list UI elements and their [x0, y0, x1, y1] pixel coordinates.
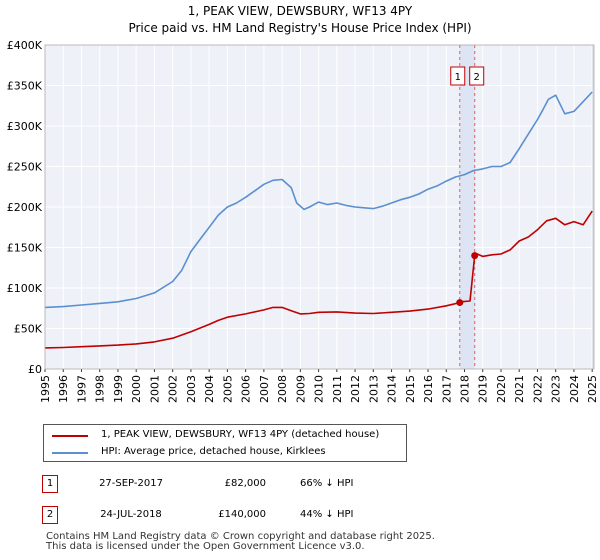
transaction-hpi-diff: 66% ↓ HPI — [300, 478, 354, 489]
x-tick-label: 2007 — [258, 375, 271, 403]
legend-swatch-property — [52, 435, 88, 437]
x-tick-label: 2025 — [586, 375, 599, 403]
x-tick-label: 1995 — [39, 375, 52, 403]
x-tick-label: 2018 — [459, 375, 472, 403]
y-tick-label: £200K — [7, 201, 43, 214]
x-tick-label: 2021 — [513, 375, 526, 403]
hpi-line — [44, 91, 593, 309]
transaction-hpi-diff: 44% ↓ HPI — [300, 509, 354, 520]
sale-marker-badge — [450, 66, 466, 86]
transaction-price: £82,000 — [224, 478, 266, 489]
chart-title: 1, PEAK VIEW, DEWSBURY, WF13 4PY — [187, 4, 413, 18]
x-tick-label: 2022 — [531, 375, 544, 403]
property-price-line — [44, 210, 593, 349]
y-tick-label: £100K — [7, 282, 43, 295]
transaction-row: 2 24-JUL-2018 £140,000 44% ↓ HPI — [0, 506, 600, 524]
x-tick-label: 2004 — [203, 375, 216, 403]
footer: Contains HM Land Registry data © Crown c… — [46, 532, 435, 552]
x-tick-label: 2003 — [185, 375, 198, 403]
transaction-date: 24-JUL-2018 — [100, 509, 162, 520]
x-tick-label: 2005 — [221, 375, 234, 403]
y-tick-label: £0 — [28, 363, 42, 376]
price-chart: £0 £50K £100K £150K £200K £250K £300K £350K £400… — [7, 39, 599, 403]
x-tick-label: 1998 — [94, 375, 107, 403]
x-tick-label: 1999 — [112, 375, 125, 403]
x-tick-label: 2009 — [294, 375, 307, 403]
x-tick-label: 2008 — [276, 375, 289, 403]
x-tick-label: 2002 — [167, 375, 180, 403]
sale-marker-badge — [469, 66, 485, 86]
x-tick-label: 1997 — [75, 375, 88, 403]
x-tick-label: 2015 — [404, 375, 417, 403]
x-tick-label: 2011 — [331, 375, 344, 403]
x-tick-label: 1996 — [57, 375, 70, 403]
x-tick-label: 2019 — [477, 375, 490, 403]
footer-licence: This data is licensed under the Open Gov… — [46, 541, 365, 552]
legend-label-hpi: HPI: Average price, detached house, Kirk… — [101, 446, 326, 457]
chart-subtitle: Price paid vs. HM Land Registry's House … — [128, 21, 472, 35]
x-tick-label: 2012 — [349, 375, 362, 403]
y-tick-label: £50K — [14, 323, 43, 336]
chart-legend: 1, PEAK VIEW, DEWSBURY, WF13 4PY (detach… — [43, 424, 407, 462]
y-tick-label: £350K — [7, 80, 43, 93]
x-tick-label: 2000 — [130, 375, 143, 403]
y-tick-label: £300K — [7, 120, 43, 133]
transaction-badge: 2 — [42, 506, 58, 524]
transaction-date: 27-SEP-2017 — [99, 478, 163, 489]
x-tick-label: 2014 — [386, 375, 399, 403]
footer-copyright: Contains HM Land Registry data © Crown c… — [46, 531, 435, 542]
y-tick-label: £250K — [7, 161, 43, 174]
transaction-price: £140,000 — [218, 509, 266, 520]
legend-swatch-hpi — [52, 452, 88, 454]
sale-point — [471, 252, 479, 260]
legend-item-hpi: HPI: Average price, detached house, Kirk… — [44, 444, 406, 460]
x-tick-label: 2024 — [568, 375, 581, 403]
transaction-row: 1 27-SEP-2017 £82,000 66% ↓ HPI — [0, 475, 600, 493]
x-tick-label: 2001 — [148, 375, 161, 403]
sale-marker-badge-label: 1 — [455, 72, 461, 83]
sale-point — [456, 299, 464, 307]
x-tick-label: 2023 — [550, 375, 563, 403]
x-tick-label: 2017 — [440, 375, 453, 403]
x-tick-label: 2020 — [495, 375, 508, 403]
x-tick-label: 2016 — [422, 375, 435, 403]
sale-period-band — [459, 45, 475, 369]
y-tick-label: £400K — [7, 39, 43, 52]
x-tick-label: 2013 — [367, 375, 380, 403]
sale-marker-badge-label: 2 — [474, 72, 480, 83]
future-hatch — [592, 45, 594, 369]
x-tick-label: 2006 — [240, 375, 253, 403]
transaction-badge: 1 — [42, 475, 58, 493]
legend-item-property: 1, PEAK VIEW, DEWSBURY, WF13 4PY (detach… — [44, 427, 406, 443]
x-tick-label: 2010 — [313, 375, 326, 403]
y-tick-label: £150K — [7, 242, 43, 255]
legend-label-property: 1, PEAK VIEW, DEWSBURY, WF13 4PY (detach… — [101, 429, 380, 440]
plot-border — [44, 44, 595, 370]
